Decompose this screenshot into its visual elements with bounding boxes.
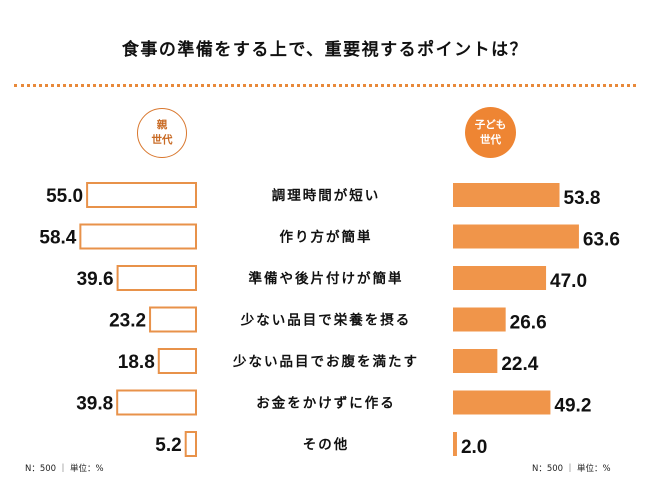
category-label: 少ない品目で栄養を摂る — [240, 312, 412, 329]
category-label: 少ない品目でお腹を満たす — [232, 353, 419, 370]
child-bar — [453, 432, 457, 456]
category-label: その他 — [303, 436, 350, 453]
child-value-label: 22.4 — [501, 354, 538, 375]
child-bar — [453, 390, 551, 415]
dotted-divider — [14, 84, 636, 89]
category-label: お金をかけずに作る — [256, 395, 396, 412]
parent-bar — [116, 389, 197, 416]
child-bar — [453, 183, 560, 207]
parent-bar — [116, 265, 197, 291]
parent-bar — [149, 306, 197, 333]
child-value-label: 53.8 — [564, 188, 601, 209]
parent-bar — [157, 348, 197, 374]
child-value-label: 26.6 — [510, 313, 547, 334]
parent-value-label: 18.8 — [118, 352, 155, 373]
parent-value-label: 5.2 — [155, 435, 181, 456]
parent-value-label: 58.4 — [39, 228, 76, 249]
parent-value-label: 39.8 — [76, 394, 113, 415]
parent-value-label: 39.6 — [77, 269, 114, 290]
parent-value-label: 23.2 — [109, 311, 146, 332]
child-bar — [453, 307, 506, 332]
child-value-label: 49.2 — [554, 396, 591, 417]
category-label: 調理時間が短い — [272, 187, 381, 204]
child-value-label: 63.6 — [583, 230, 620, 251]
child-value-label: 47.0 — [550, 271, 587, 292]
sample-note-right: N：500 ｜ 単位：% — [532, 464, 611, 474]
sample-note-left: N：500 ｜ 単位：% — [25, 464, 104, 474]
category-label: 準備や後片付けが簡単 — [249, 270, 404, 287]
parent-bar — [184, 431, 197, 457]
parent-bar — [86, 182, 197, 208]
parent-value-label: 55.0 — [46, 186, 83, 207]
category-label: 作り方が簡単 — [280, 229, 373, 246]
parent-bar — [79, 223, 197, 250]
child-bar — [453, 349, 498, 373]
legend-parent-generation: 親 世代 — [137, 108, 187, 158]
legend-child-generation: 子ども 世代 — [465, 107, 516, 158]
child-bar — [453, 266, 547, 290]
chart-title: 食事の準備をする上で、重要視するポイントは？ — [121, 40, 529, 60]
child-value-label: 2.0 — [461, 437, 487, 458]
child-bar — [453, 224, 579, 249]
